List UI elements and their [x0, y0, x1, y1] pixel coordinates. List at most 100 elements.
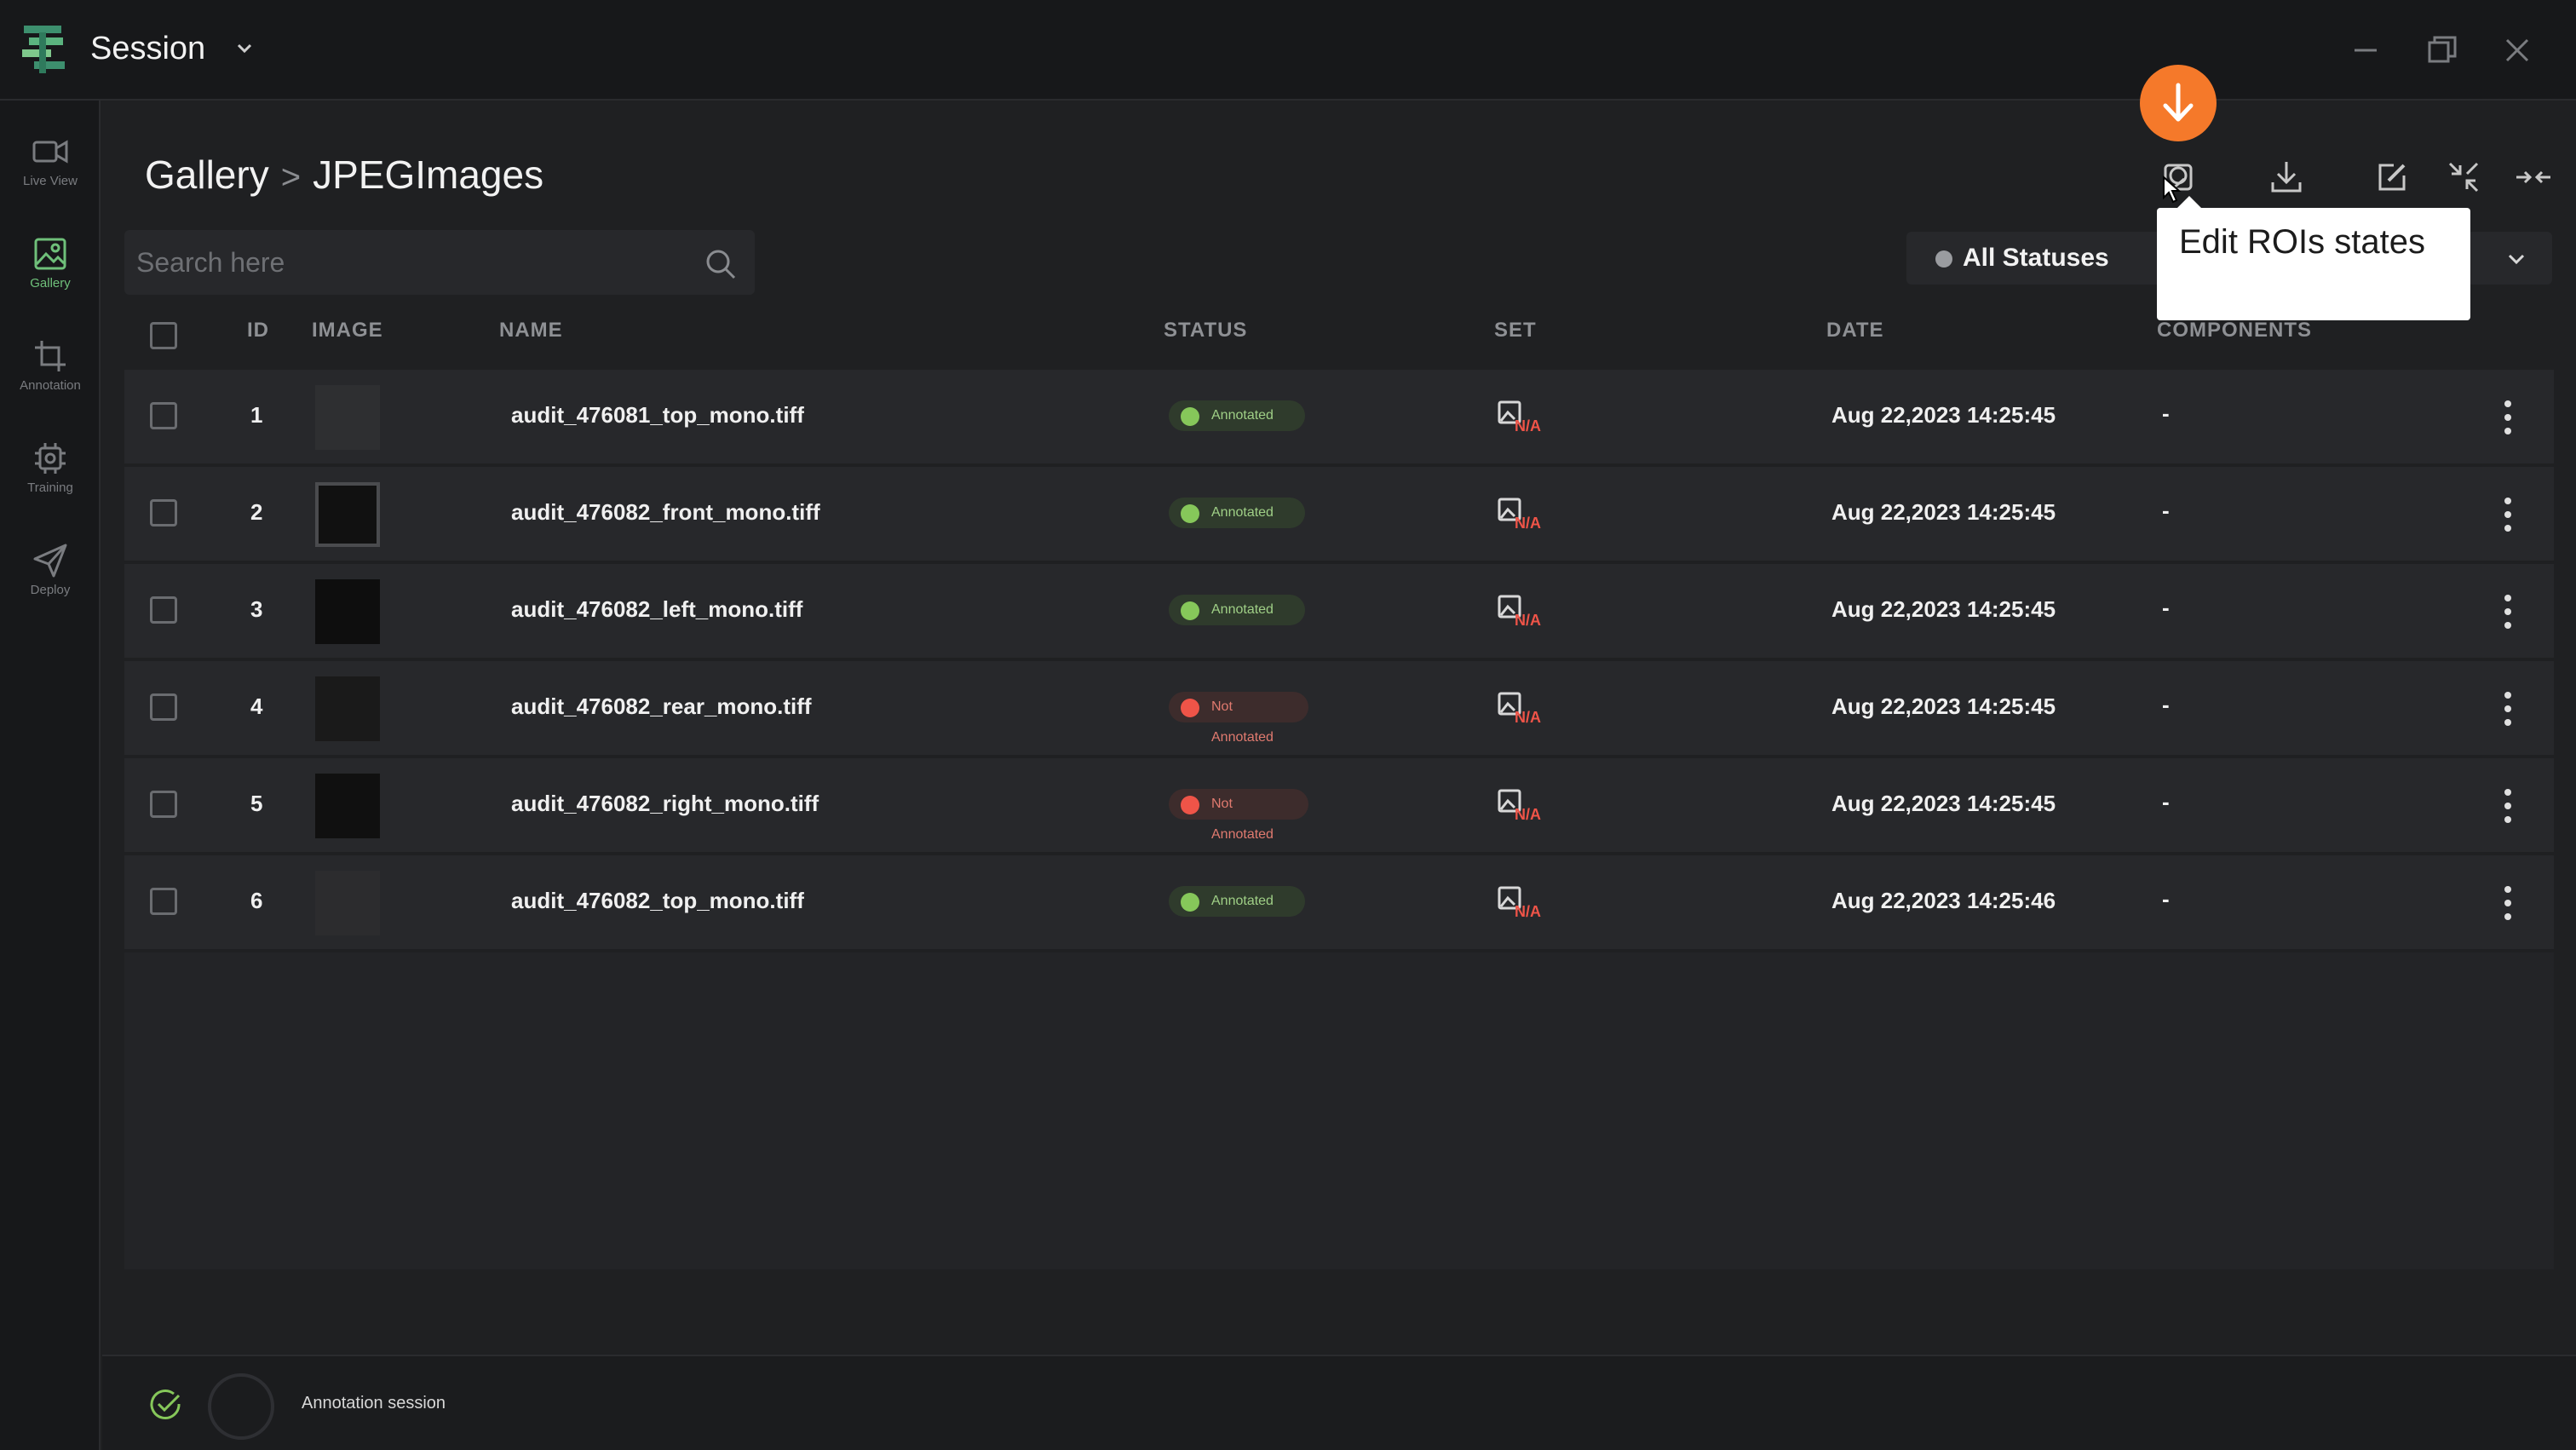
more-options-icon[interactable] — [2499, 785, 2516, 826]
image-thumbnail[interactable] — [315, 482, 380, 547]
sidebar-item-label: Deploy — [30, 583, 71, 597]
chevron-down-icon[interactable] — [232, 36, 257, 61]
row-checkbox[interactable] — [150, 888, 177, 915]
row-name: audit_476081_top_mono.tiff — [511, 402, 804, 428]
table-row[interactable]: 6 audit_476082_top_mono.tiff Annotated N… — [124, 855, 2554, 949]
image-icon — [1498, 886, 1521, 910]
download-indicator-button[interactable] — [2140, 65, 2217, 141]
status-dot — [1181, 407, 1199, 426]
status-filter-dropdown[interactable]: All Statuses — [1906, 232, 2162, 285]
shrink-horizontal-icon[interactable] — [2515, 158, 2552, 196]
select-all-checkbox[interactable] — [150, 322, 177, 349]
search-input[interactable] — [136, 240, 681, 285]
sidebar-item-gallery[interactable]: Gallery — [0, 227, 101, 312]
row-name: audit_476082_right_mono.tiff — [511, 791, 819, 816]
filter-dropdown-toggle[interactable] — [2467, 232, 2552, 285]
column-header-image: IMAGE — [312, 319, 383, 342]
status-badge: Not Annotated — [1169, 789, 1308, 842]
set-na-icon: N/A — [1498, 400, 1544, 434]
column-header-status[interactable]: STATUS — [1164, 319, 1248, 342]
more-options-icon[interactable] — [2499, 591, 2516, 632]
column-header-set[interactable]: SET — [1494, 319, 1537, 342]
table-row[interactable]: 3 audit_476082_left_mono.tiff Annotated … — [124, 564, 2554, 658]
row-id: 2 — [250, 499, 263, 525]
table-row[interactable]: 5 audit_476082_right_mono.tiff Not Annot… — [124, 758, 2554, 852]
row-date: Aug 22,2023 14:25:45 — [1831, 402, 2056, 428]
sidebar-item-label: Live View — [23, 174, 78, 188]
sidebar-item-label: Annotation — [20, 378, 81, 393]
collapse-icon[interactable] — [2445, 158, 2482, 196]
breadcrumb-current: JPEGImages — [313, 152, 544, 197]
video-camera-icon — [32, 140, 68, 164]
set-na-label: N/A — [1515, 806, 1541, 823]
footer-label: Annotation session — [302, 1394, 446, 1413]
set-na-label: N/A — [1515, 709, 1541, 726]
arrow-down-icon — [2163, 83, 2194, 122]
search-icon[interactable] — [704, 247, 738, 281]
status-badge: Annotated — [1169, 400, 1305, 431]
row-checkbox[interactable] — [150, 693, 177, 721]
app-logo-icon — [22, 26, 65, 73]
check-circle-icon — [150, 1390, 181, 1419]
image-thumbnail[interactable] — [315, 579, 380, 644]
image-thumbnail[interactable] — [315, 774, 380, 838]
row-name: audit_476082_rear_mono.tiff — [511, 693, 812, 719]
status-dot — [1181, 796, 1199, 814]
set-na-icon: N/A — [1498, 692, 1544, 726]
restore-icon[interactable] — [2423, 31, 2462, 70]
status-badge-label: Annotated — [1211, 894, 1274, 908]
sidebar-item-deploy[interactable]: Deploy — [0, 533, 101, 619]
row-date: Aug 22,2023 14:25:46 — [1831, 888, 2056, 913]
column-header-date[interactable]: DATE — [1826, 319, 1884, 342]
sidebar-item-live-view[interactable]: Live View — [0, 124, 101, 210]
status-filter-label: All Statuses — [1963, 244, 2109, 272]
more-options-icon[interactable] — [2499, 883, 2516, 924]
image-icon — [1498, 692, 1521, 716]
more-options-icon[interactable] — [2499, 494, 2516, 535]
status-bar: Annotation session — [102, 1355, 2576, 1450]
row-checkbox[interactable] — [150, 499, 177, 526]
status-badge-label: Not Annotated — [1211, 699, 1274, 745]
sidebar-item-annotation[interactable]: Annotation — [0, 329, 101, 414]
status-dot — [1181, 601, 1199, 620]
image-thumbnail[interactable] — [315, 871, 380, 935]
download-icon[interactable] — [2268, 158, 2305, 196]
table-row[interactable]: 4 audit_476082_rear_mono.tiff Not Annota… — [124, 661, 2554, 755]
set-na-icon: N/A — [1498, 789, 1544, 823]
table-row[interactable]: 1 audit_476081_top_mono.tiff Annotated N… — [124, 370, 2554, 463]
row-checkbox[interactable] — [150, 402, 177, 429]
tooltip: Edit ROIs states — [2157, 196, 2470, 320]
table-row[interactable]: 2 audit_476082_front_mono.tiff Annotated… — [124, 467, 2554, 561]
more-options-icon[interactable] — [2499, 688, 2516, 729]
row-checkbox[interactable] — [150, 596, 177, 624]
minimize-icon[interactable] — [2346, 31, 2385, 70]
edit-icon[interactable] — [2373, 158, 2411, 196]
sidebar-item-training[interactable]: Training — [0, 431, 101, 516]
column-header-components: COMPONENTS — [2157, 319, 2313, 342]
more-options-icon[interactable] — [2499, 397, 2516, 438]
image-icon — [1498, 595, 1521, 619]
image-thumbnail[interactable] — [315, 676, 380, 741]
breadcrumb-parent[interactable]: Gallery — [145, 152, 269, 197]
status-badge: Annotated — [1169, 498, 1305, 528]
breadcrumb-separator: > — [280, 158, 302, 196]
chevron-down-icon — [2508, 254, 2525, 265]
row-components: - — [2162, 789, 2170, 814]
column-header-id[interactable]: ID — [247, 319, 269, 342]
image-icon — [1498, 789, 1521, 813]
status-badge-label: Not Annotated — [1211, 797, 1274, 842]
image-icon — [34, 238, 66, 270]
row-name: audit_476082_top_mono.tiff — [511, 888, 804, 913]
row-id: 3 — [250, 596, 263, 622]
status-badge-label: Annotated — [1211, 505, 1274, 520]
row-name: audit_476082_left_mono.tiff — [511, 596, 803, 622]
image-thumbnail[interactable] — [315, 385, 380, 450]
row-date: Aug 22,2023 14:25:45 — [1831, 693, 2056, 719]
status-badge: Annotated — [1169, 595, 1305, 625]
row-checkbox[interactable] — [150, 791, 177, 818]
column-header-name[interactable]: NAME — [499, 319, 563, 342]
status-dot — [1181, 504, 1199, 523]
set-na-label: N/A — [1515, 515, 1541, 532]
row-components: - — [2162, 498, 2170, 523]
close-icon[interactable] — [2498, 31, 2537, 70]
